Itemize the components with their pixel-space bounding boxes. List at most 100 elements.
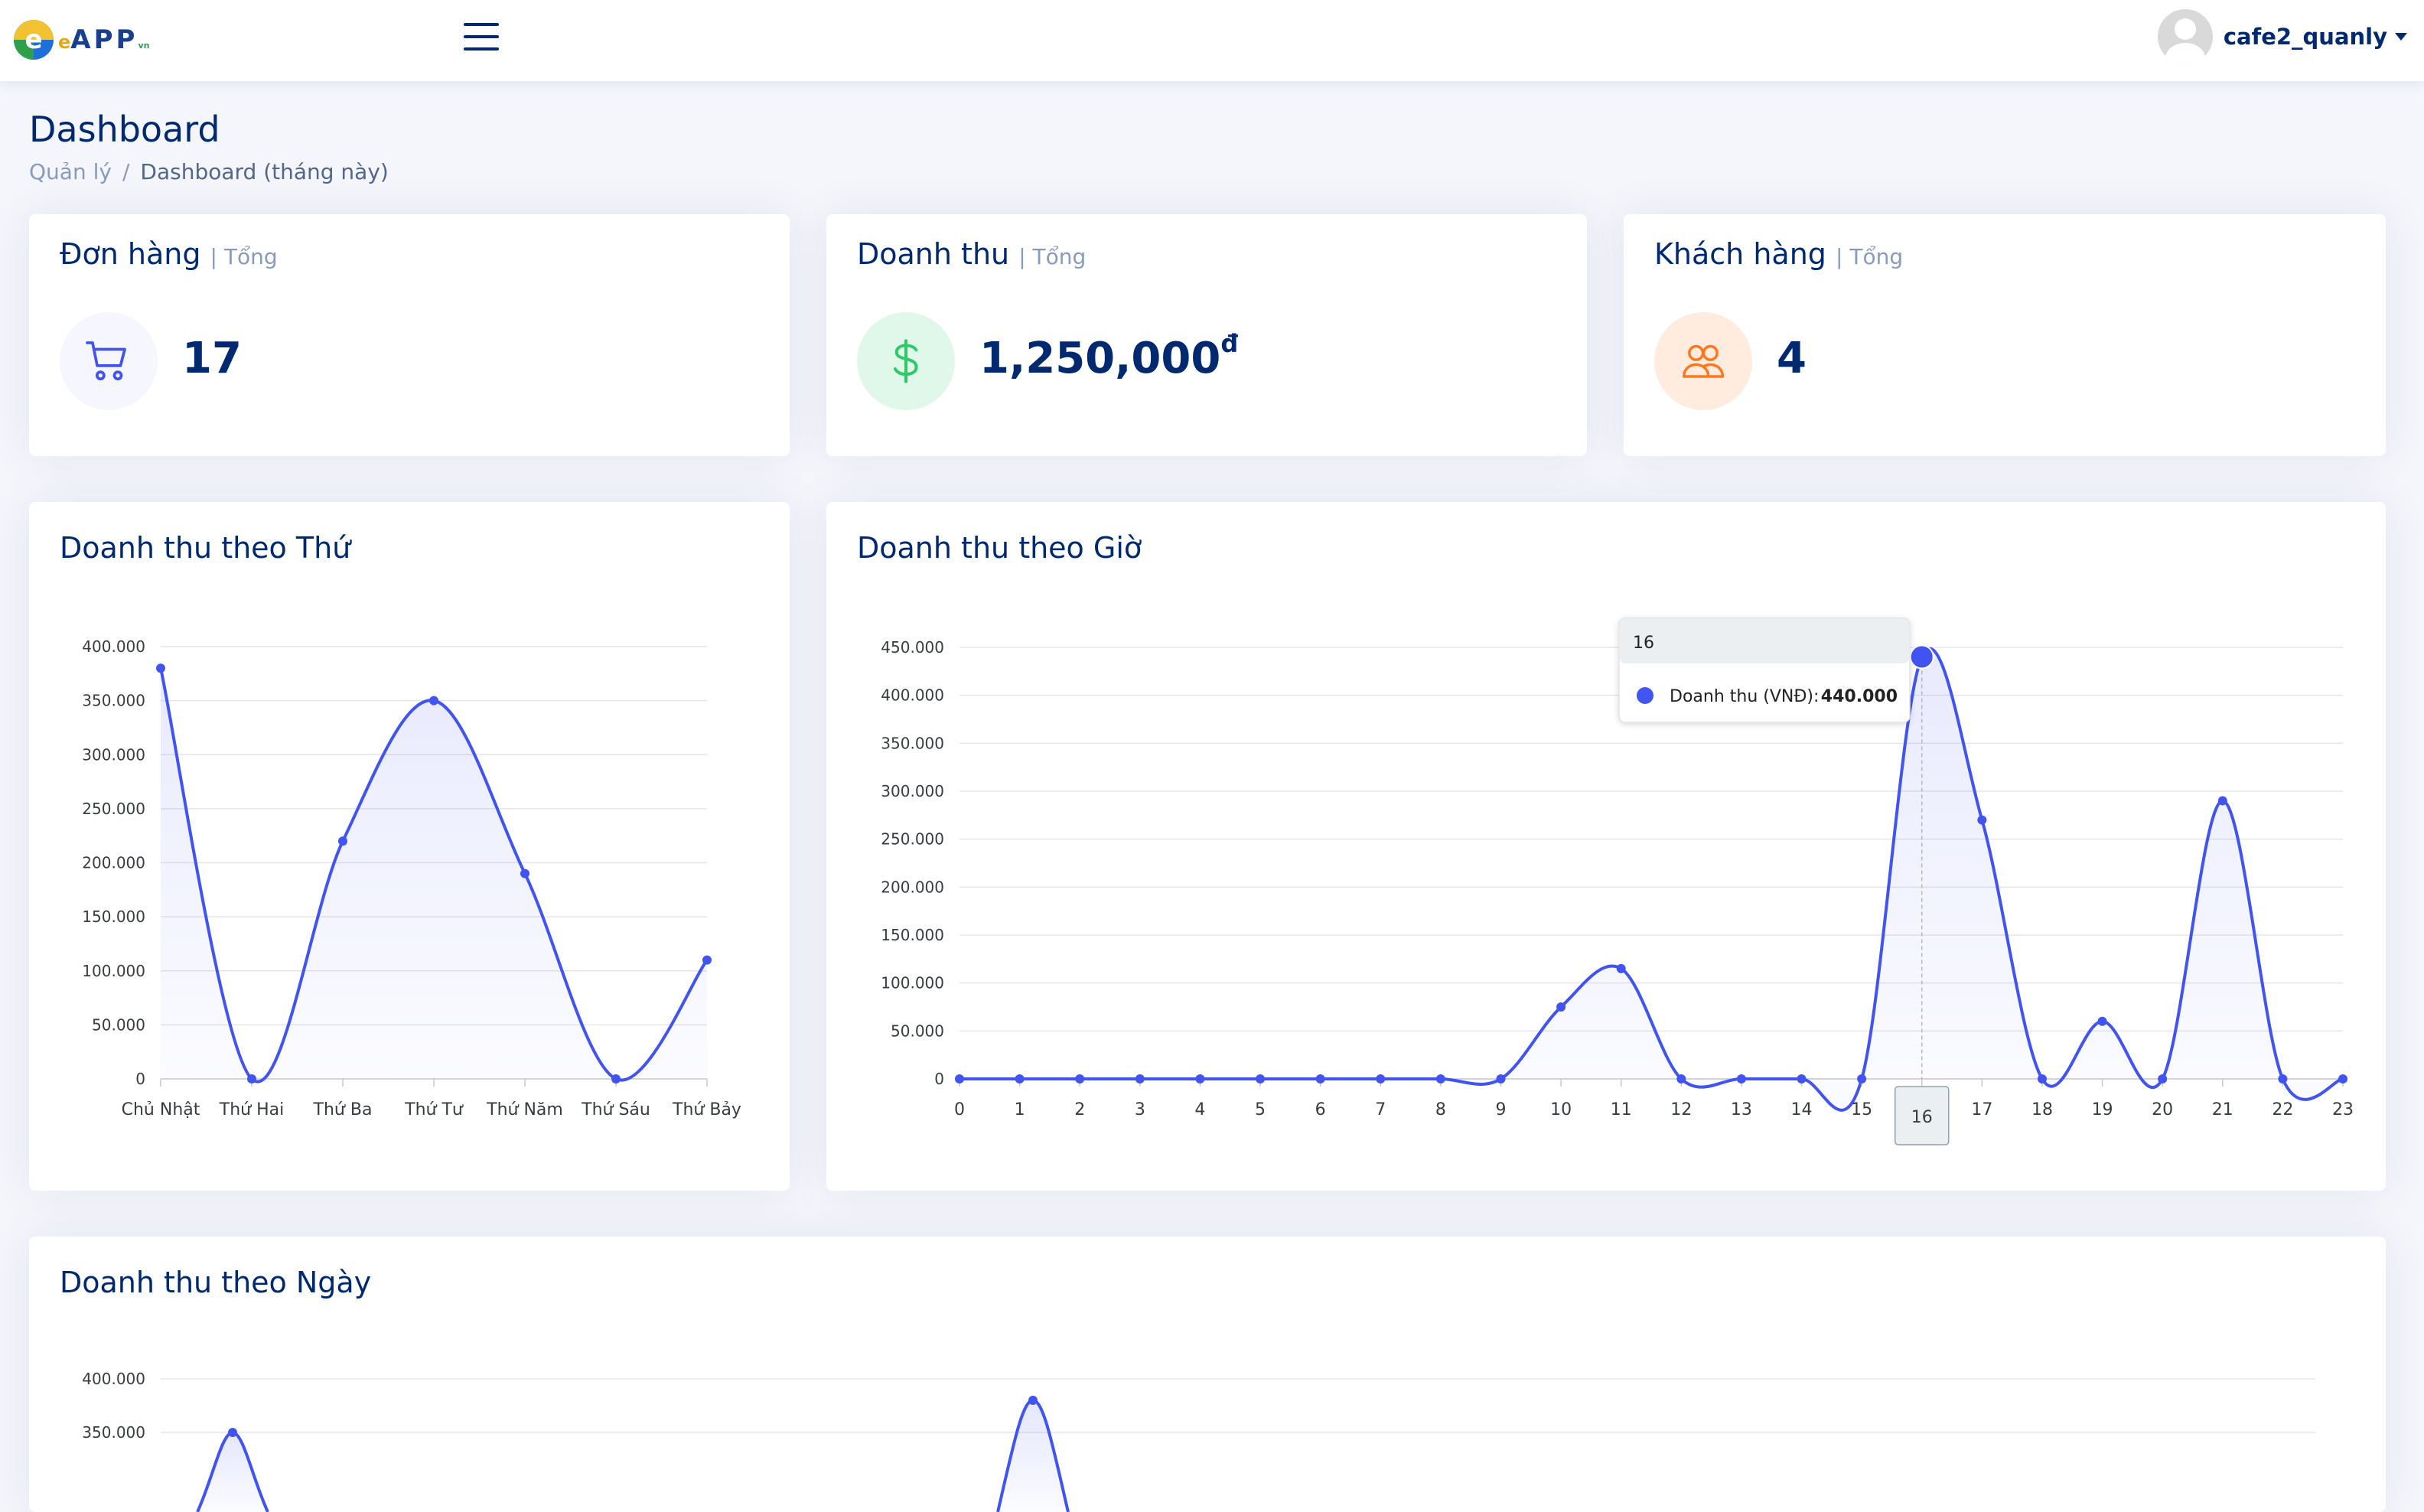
hourly-point	[1075, 1074, 1085, 1083]
hourly-point	[1736, 1074, 1746, 1083]
username-label[interactable]: cafe2_quanly	[2223, 24, 2387, 50]
weekday-xtick-label: Thứ Hai	[219, 1100, 284, 1119]
hourly-xtick-label: 17	[1971, 1100, 1992, 1119]
hourly-point	[2278, 1074, 2288, 1083]
revenue-value: 1,250,000đ	[979, 329, 1238, 383]
customers-subtitle: | Tổng	[1836, 244, 1904, 269]
hourly-xtick-label: 4	[1194, 1100, 1205, 1119]
user-avatar-icon[interactable]	[2157, 9, 2213, 64]
hourly-xtick-label: 11	[1611, 1100, 1632, 1119]
hourly-ytick-label: 150.000	[881, 926, 944, 944]
hourly-ytick-label: 250.000	[881, 830, 944, 849]
weekday-ytick-label: 350.000	[82, 692, 145, 710]
hourly-point	[2217, 796, 2227, 806]
logo-text: eAPPvn	[58, 24, 149, 55]
hourly-point	[2097, 1016, 2107, 1026]
customers-card: Khách hàng | Tổng 4	[1624, 214, 2386, 456]
logo-text-main: APP	[70, 24, 138, 55]
hourly-point	[1857, 1074, 1867, 1083]
hourly-point	[1496, 1074, 1506, 1083]
hourly-tooltip-series: Doanh thu (VNĐ):	[1670, 687, 1819, 706]
hourly-xaxis-tooltip-label: 16	[1911, 1108, 1933, 1127]
weekday-series-line	[159, 667, 709, 1083]
hourly-ytick-label: 350.000	[881, 734, 944, 752]
hourly-ytick-label: 100.000	[881, 974, 944, 992]
orders-subtitle: | Tổng	[210, 244, 278, 269]
daily-chart-card: Doanh thu theo Ngày 350.000 400.000	[29, 1237, 2386, 1512]
hourly-xtick-label: 15	[1851, 1100, 1872, 1119]
breadcrumb-item-manage[interactable]: Quản lý	[29, 159, 112, 184]
hourly-point	[1556, 1002, 1566, 1012]
daily-revenue-chart[interactable]: 350.000 400.000	[29, 1237, 2386, 1512]
orders-card: Đơn hàng | Tổng 17	[29, 214, 790, 456]
daily-chart-title: Doanh thu theo Ngày	[60, 1266, 372, 1299]
hourly-point	[1256, 1074, 1266, 1083]
hourly-point	[1135, 1074, 1145, 1083]
weekday-area	[161, 668, 707, 1082]
hourly-xtick-label: 2	[1074, 1100, 1085, 1119]
top-navbar: e eAPPvn cafe2_quanly	[0, 0, 2424, 81]
cart-icon	[60, 312, 158, 410]
hourly-xaxis-tooltip-box	[1894, 1086, 1950, 1145]
weekday-revenue-chart[interactable]: 0 50.000 100.000 150.000 200.000 250.000 300.0…	[29, 502, 790, 1191]
orders-title: Đơn hàng	[60, 237, 201, 271]
caret-down-icon[interactable]	[2395, 33, 2407, 41]
hourly-point	[1195, 1074, 1205, 1083]
weekday-point	[247, 1074, 256, 1083]
weekday-xtick-label: Thứ Bảy	[672, 1100, 741, 1119]
hourly-area	[960, 648, 2343, 1110]
hamburger-icon[interactable]	[464, 21, 499, 52]
people-icon	[1654, 312, 1752, 410]
hourly-xtick-label: 3	[1135, 1100, 1145, 1119]
weekday-xtick-label: Thứ Tư	[404, 1100, 464, 1119]
user-menu[interactable]: cafe2_quanly	[2157, 9, 2407, 64]
hourly-point	[1676, 1074, 1686, 1083]
weekday-point	[338, 836, 347, 846]
weekday-xtick-label: Thứ Ba	[313, 1100, 373, 1119]
weekday-xtick-label: Chủ Nhật	[122, 1100, 200, 1119]
orders-card-title: Đơn hàng | Tổng	[60, 237, 278, 271]
hourly-xtick-label: 20	[2152, 1100, 2173, 1119]
hourly-tooltip: 16 Doanh thu (VNĐ): 440.000	[1618, 618, 1911, 723]
customers-value: 4	[1777, 334, 1807, 383]
weekday-point	[156, 663, 165, 673]
hourly-ytick-label: 300.000	[881, 782, 944, 800]
customers-title: Khách hàng	[1654, 237, 1826, 271]
app-logo[interactable]: e eAPPvn	[14, 17, 149, 63]
daily-point	[228, 1428, 237, 1437]
hourly-point	[2037, 1074, 2047, 1083]
weekday-point	[611, 1074, 621, 1083]
hourly-xtick-label: 12	[1670, 1100, 1692, 1119]
weekday-xtick-label: Thứ Sáu	[581, 1100, 650, 1119]
hourly-point	[2338, 1074, 2347, 1083]
weekday-ytick-label: 100.000	[82, 962, 145, 980]
weekday-chart-title: Doanh thu theo Thứ	[60, 531, 351, 565]
weekday-ytick-label: 150.000	[82, 908, 145, 926]
hourly-tooltip-marker	[1637, 687, 1653, 704]
hourly-ytick-label: 450.000	[881, 638, 944, 657]
hourly-xtick-label: 9	[1495, 1100, 1506, 1119]
weekday-point	[702, 955, 712, 965]
hourly-xtick-label: 5	[1255, 1100, 1266, 1119]
revenue-card-title: Doanh thu | Tổng	[857, 237, 1086, 271]
hourly-xtick-label: 10	[1550, 1100, 1572, 1119]
hourly-series-line	[960, 647, 2344, 1112]
weekday-ytick-label: 400.000	[82, 637, 145, 656]
dollar-icon	[857, 312, 955, 410]
hourly-xtick-label: 7	[1375, 1100, 1386, 1119]
hourly-tooltip-header	[1620, 619, 1909, 663]
revenue-subtitle: | Tổng	[1018, 244, 1087, 269]
orders-value: 17	[182, 334, 242, 383]
hourly-point	[1315, 1074, 1325, 1083]
revenue-card: Doanh thu | Tổng 1,250,000đ	[826, 214, 1587, 456]
hourly-xtick-label: 14	[1791, 1100, 1813, 1119]
hourly-xtick-label: 0	[954, 1100, 965, 1119]
breadcrumb: Quản lý / Dashboard (tháng này)	[29, 159, 389, 184]
revenue-title: Doanh thu	[857, 237, 1010, 271]
daily-area	[197, 1432, 268, 1512]
hourly-xaxis-tooltip: 16	[1894, 1086, 1950, 1145]
weekday-ytick-label: 300.000	[82, 745, 145, 764]
revenue-currency: đ	[1220, 329, 1239, 358]
hourly-revenue-chart[interactable]: 0 50.000 100.000 150.000 200.000 250.000 300.0…	[826, 502, 2386, 1191]
logo-text-suffix: vn	[138, 41, 150, 51]
